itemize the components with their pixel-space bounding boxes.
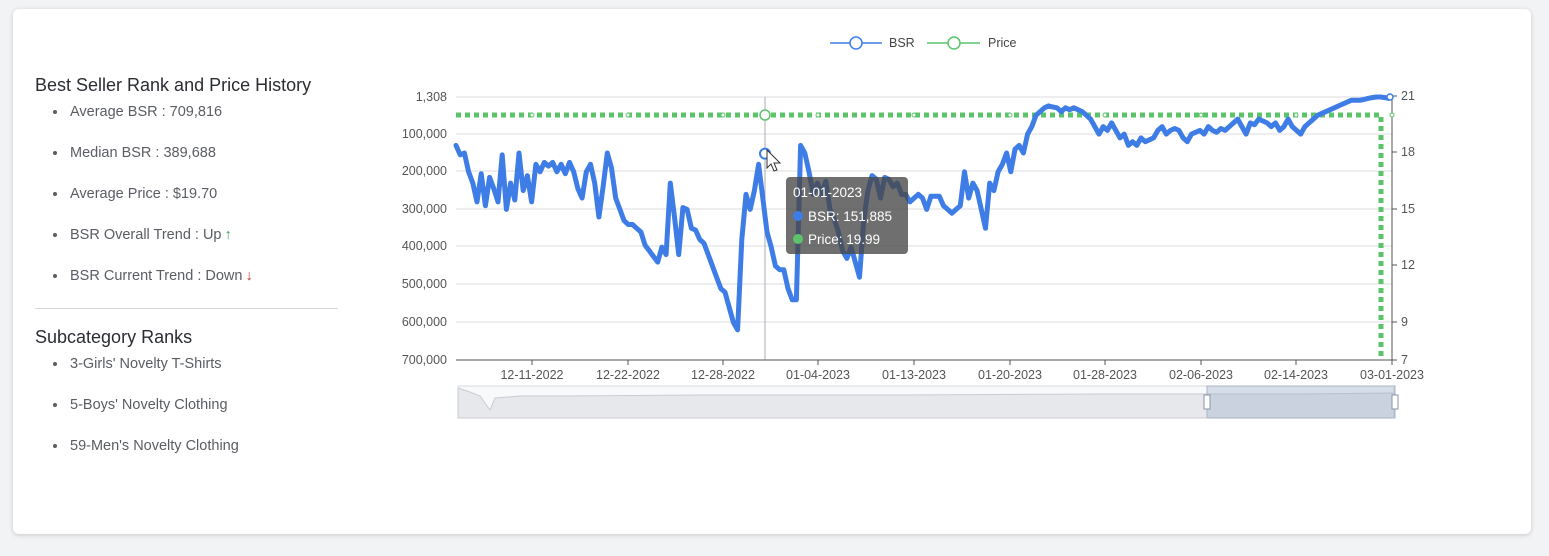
tooltip-box (786, 177, 908, 254)
x-tick-label: 02-14-2023 (1264, 368, 1328, 382)
stat-text: BSR Overall Trend : Up (70, 227, 222, 243)
subcategory-list: 3-Girls' Novelty T-Shirts 5-Boys' Novelty… (35, 354, 338, 477)
y-right-tick-label: 21 (1401, 89, 1415, 103)
price-point (815, 112, 821, 118)
stat-text: Average Price : $19.70 (70, 186, 218, 202)
tooltip-date: 01-01-2023 (793, 185, 862, 200)
tooltip-price-text: Price: 19.99 (808, 232, 880, 247)
x-tick-label: 12-28-2022 (691, 368, 755, 382)
y-left-tick-label: 600,000 (402, 315, 447, 329)
arrow-down-icon: ↓ (245, 268, 253, 284)
stat-item: BSR Overall Trend : Up ↑ (35, 225, 338, 266)
tooltip-bsr-text: BSR: 151,885 (808, 209, 892, 224)
panel-title: Best Seller Rank and Price History (35, 75, 312, 95)
x-tick-label: 01-28-2023 (1073, 368, 1137, 382)
zoom-handle-left (1203, 394, 1211, 410)
subcategory-title: Subcategory Ranks (35, 327, 193, 347)
mouse-cursor-icon (766, 148, 782, 172)
y-left-tick-label: 700,000 (402, 353, 447, 367)
stat-item: Average BSR : 709,816 (35, 102, 338, 143)
zoom-handle-right (1391, 394, 1399, 410)
divider (35, 308, 338, 309)
price-point (911, 112, 917, 118)
y-right-tick-label: 18 (1401, 145, 1415, 159)
stat-item: Median BSR : 389,688 (35, 143, 338, 184)
stat-item: BSR Current Trend : Down ↓ (35, 266, 338, 307)
stat-text: Average BSR : 709,816 (70, 104, 223, 120)
stat-text: BSR Current Trend : Down (70, 268, 243, 284)
y-left-tick-label: 300,000 (402, 202, 447, 216)
x-tick-label: 03-01-2023 (1360, 368, 1424, 382)
price-point (720, 112, 726, 118)
x-tick-label: 12-22-2022 (596, 368, 660, 382)
bsr-series-line (453, 94, 1392, 333)
tooltip-price-dot (793, 234, 803, 244)
y-right-tick-label: 15 (1401, 202, 1415, 216)
x-tick-label: 01-20-2023 (978, 368, 1042, 382)
price-point (1293, 112, 1299, 118)
tooltip-bsr-dot (793, 211, 803, 221)
price-point (1198, 112, 1204, 118)
legend-price-label: Price (988, 36, 1017, 50)
price-point (625, 112, 631, 118)
info-panel: Best Seller Rank and Price History Avera… (35, 74, 338, 477)
bsr-end-point (1386, 93, 1394, 101)
price-point (1007, 112, 1013, 118)
legend-bsr-label: BSR (889, 36, 915, 50)
subcategory-item: 5-Boys' Novelty Clothing (35, 395, 338, 436)
zoom-slider-window (1206, 385, 1396, 419)
stat-item: Average Price : $19.70 (35, 184, 338, 225)
stat-text: Median BSR : 389,688 (70, 145, 216, 161)
price-point (529, 112, 535, 118)
subcategory-item: 59-Men's Novelty Clothing (35, 436, 338, 477)
y-left-tick-label: 1,308 (416, 90, 447, 104)
legend-price-marker (947, 36, 961, 50)
x-tick-label: 01-04-2023 (786, 368, 850, 382)
stats-list: Average BSR : 709,816 Median BSR : 389,68… (35, 102, 338, 307)
x-tick-label: 02-06-2023 (1169, 368, 1233, 382)
y-left-tick-label: 100,000 (402, 127, 447, 141)
x-tick-label: 01-13-2023 (882, 368, 946, 382)
price-series-line (456, 112, 1384, 360)
y-left-tick-label: 400,000 (402, 239, 447, 253)
y-right-tick-label: 7 (1401, 353, 1408, 367)
subcategory-item: 3-Girls' Novelty T-Shirts (35, 354, 338, 395)
price-hover-point (759, 109, 771, 121)
y-left-tick-label: 500,000 (402, 277, 447, 291)
x-tick-label: 12-11-2022 (500, 368, 563, 382)
legend-bsr-marker (849, 36, 863, 50)
tooltip: 01-01-2023 BSR: 151,885 Price: 19.99 (786, 177, 908, 254)
y-left-tick-label: 200,000 (402, 164, 447, 178)
price-point (1389, 112, 1395, 118)
y-right-tick-label: 9 (1401, 315, 1408, 329)
arrow-up-icon: ↑ (224, 227, 232, 243)
zoom-slider-preview (457, 387, 1395, 419)
price-point (1102, 112, 1108, 118)
y-right-tick-label: 12 (1401, 258, 1415, 272)
